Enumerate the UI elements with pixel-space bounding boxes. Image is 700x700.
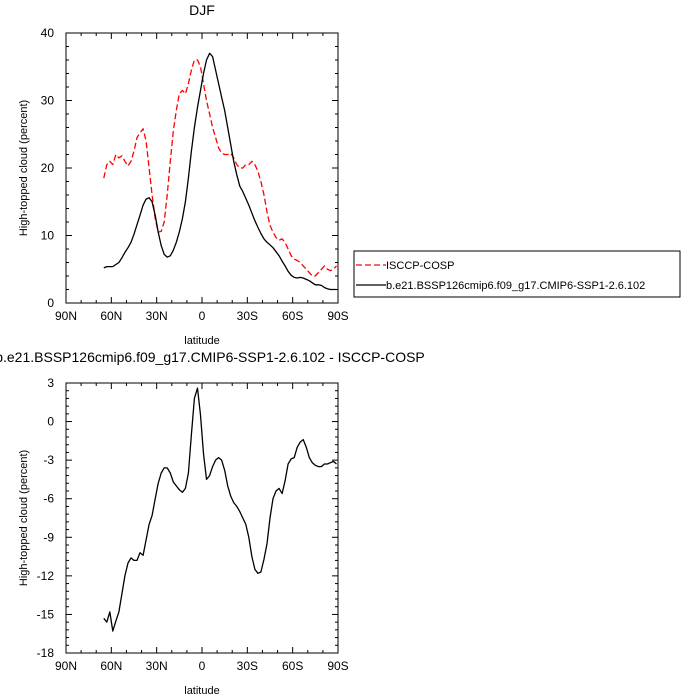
bottom-title: b.e21.BSSP126cmip6.f09_g17.CMIP6-SSP1-2.…: [0, 349, 425, 365]
top-xtick-label: 0: [199, 309, 206, 323]
top-series-lines: [103, 52, 337, 291]
bottom-x-tick-labels: 90N 60N 30N 0 30S 60S 90S: [55, 659, 349, 673]
top-y-tick-labels: 0 10 20 30 40: [41, 26, 55, 310]
top-ytick-label: 30: [41, 94, 55, 108]
top-series-model: [103, 52, 337, 291]
bottom-ytick-label: 3: [47, 376, 54, 390]
top-ytick-label: 10: [41, 229, 55, 243]
top-ytick-label: 0: [47, 296, 54, 310]
top-ytick-label: 20: [41, 161, 55, 175]
bottom-xtick-label: 30S: [237, 659, 258, 673]
top-plot-frame: [65, 32, 339, 304]
legend-label-model: b.e21.BSSP126cmip6.f09_g17.CMIP6-SSP1-2.…: [386, 280, 645, 292]
bottom-ytick-label: -18: [37, 646, 55, 660]
bottom-ytick-label: -12: [37, 569, 55, 583]
top-xtick-label: 90N: [55, 309, 77, 323]
legend: ISCCP-COSP b.e21.BSSP126cmip6.f09_g17.CM…: [353, 250, 681, 298]
bottom-xtick-label: 30N: [146, 659, 168, 673]
bottom-panel: b.e21.BSSP126cmip6.f09_g17.CMIP6-SSP1-2.…: [0, 349, 425, 697]
bottom-ticks: [65, 382, 339, 654]
top-xtick-label: 30N: [146, 309, 168, 323]
bottom-ytick-label: -3: [43, 453, 54, 467]
top-xlabel: latitude: [184, 335, 219, 347]
bottom-xtick-label: 90S: [327, 659, 348, 673]
top-panel: DJF 90N 60N 30N 0 30S 60S 90S 0 10 20 30 40 latitu…: [18, 2, 349, 347]
legend-label-isccp: ISCCP-COSP: [386, 260, 454, 272]
top-ticks: [65, 32, 339, 304]
legend-box: [353, 250, 681, 298]
bottom-series-model: [103, 387, 337, 632]
bottom-y-tick-labels: -18 -15 -12 -9 -6 -3 0 3: [37, 376, 55, 660]
bottom-xtick-label: 90N: [55, 659, 77, 673]
bottom-series-lines: [103, 387, 337, 632]
top-xtick-label: 60S: [282, 309, 303, 323]
bottom-ylabel: High-topped cloud (percent): [18, 450, 30, 586]
top-xtick-label: 90S: [327, 309, 348, 323]
top-title: DJF: [189, 2, 215, 18]
top-xtick-label: 60N: [100, 309, 122, 323]
bottom-xtick-label: 60S: [282, 659, 303, 673]
bottom-ytick-label: 0: [47, 415, 54, 429]
top-xtick-label: 30S: [237, 309, 258, 323]
top-ylabel: High-topped cloud (percent): [18, 100, 30, 236]
bottom-ytick-label: -15: [37, 607, 55, 621]
bottom-plot-frame: [65, 382, 339, 654]
bottom-ytick-label: -9: [43, 530, 54, 544]
top-x-tick-labels: 90N 60N 30N 0 30S 60S 90S: [55, 309, 349, 323]
bottom-xlabel: latitude: [184, 685, 219, 697]
top-series-isccp-cosp: [103, 59, 337, 277]
top-ytick-label: 40: [41, 26, 55, 40]
bottom-ytick-label: -6: [43, 492, 54, 506]
bottom-xtick-label: 60N: [100, 659, 122, 673]
bottom-xtick-label: 0: [199, 659, 206, 673]
